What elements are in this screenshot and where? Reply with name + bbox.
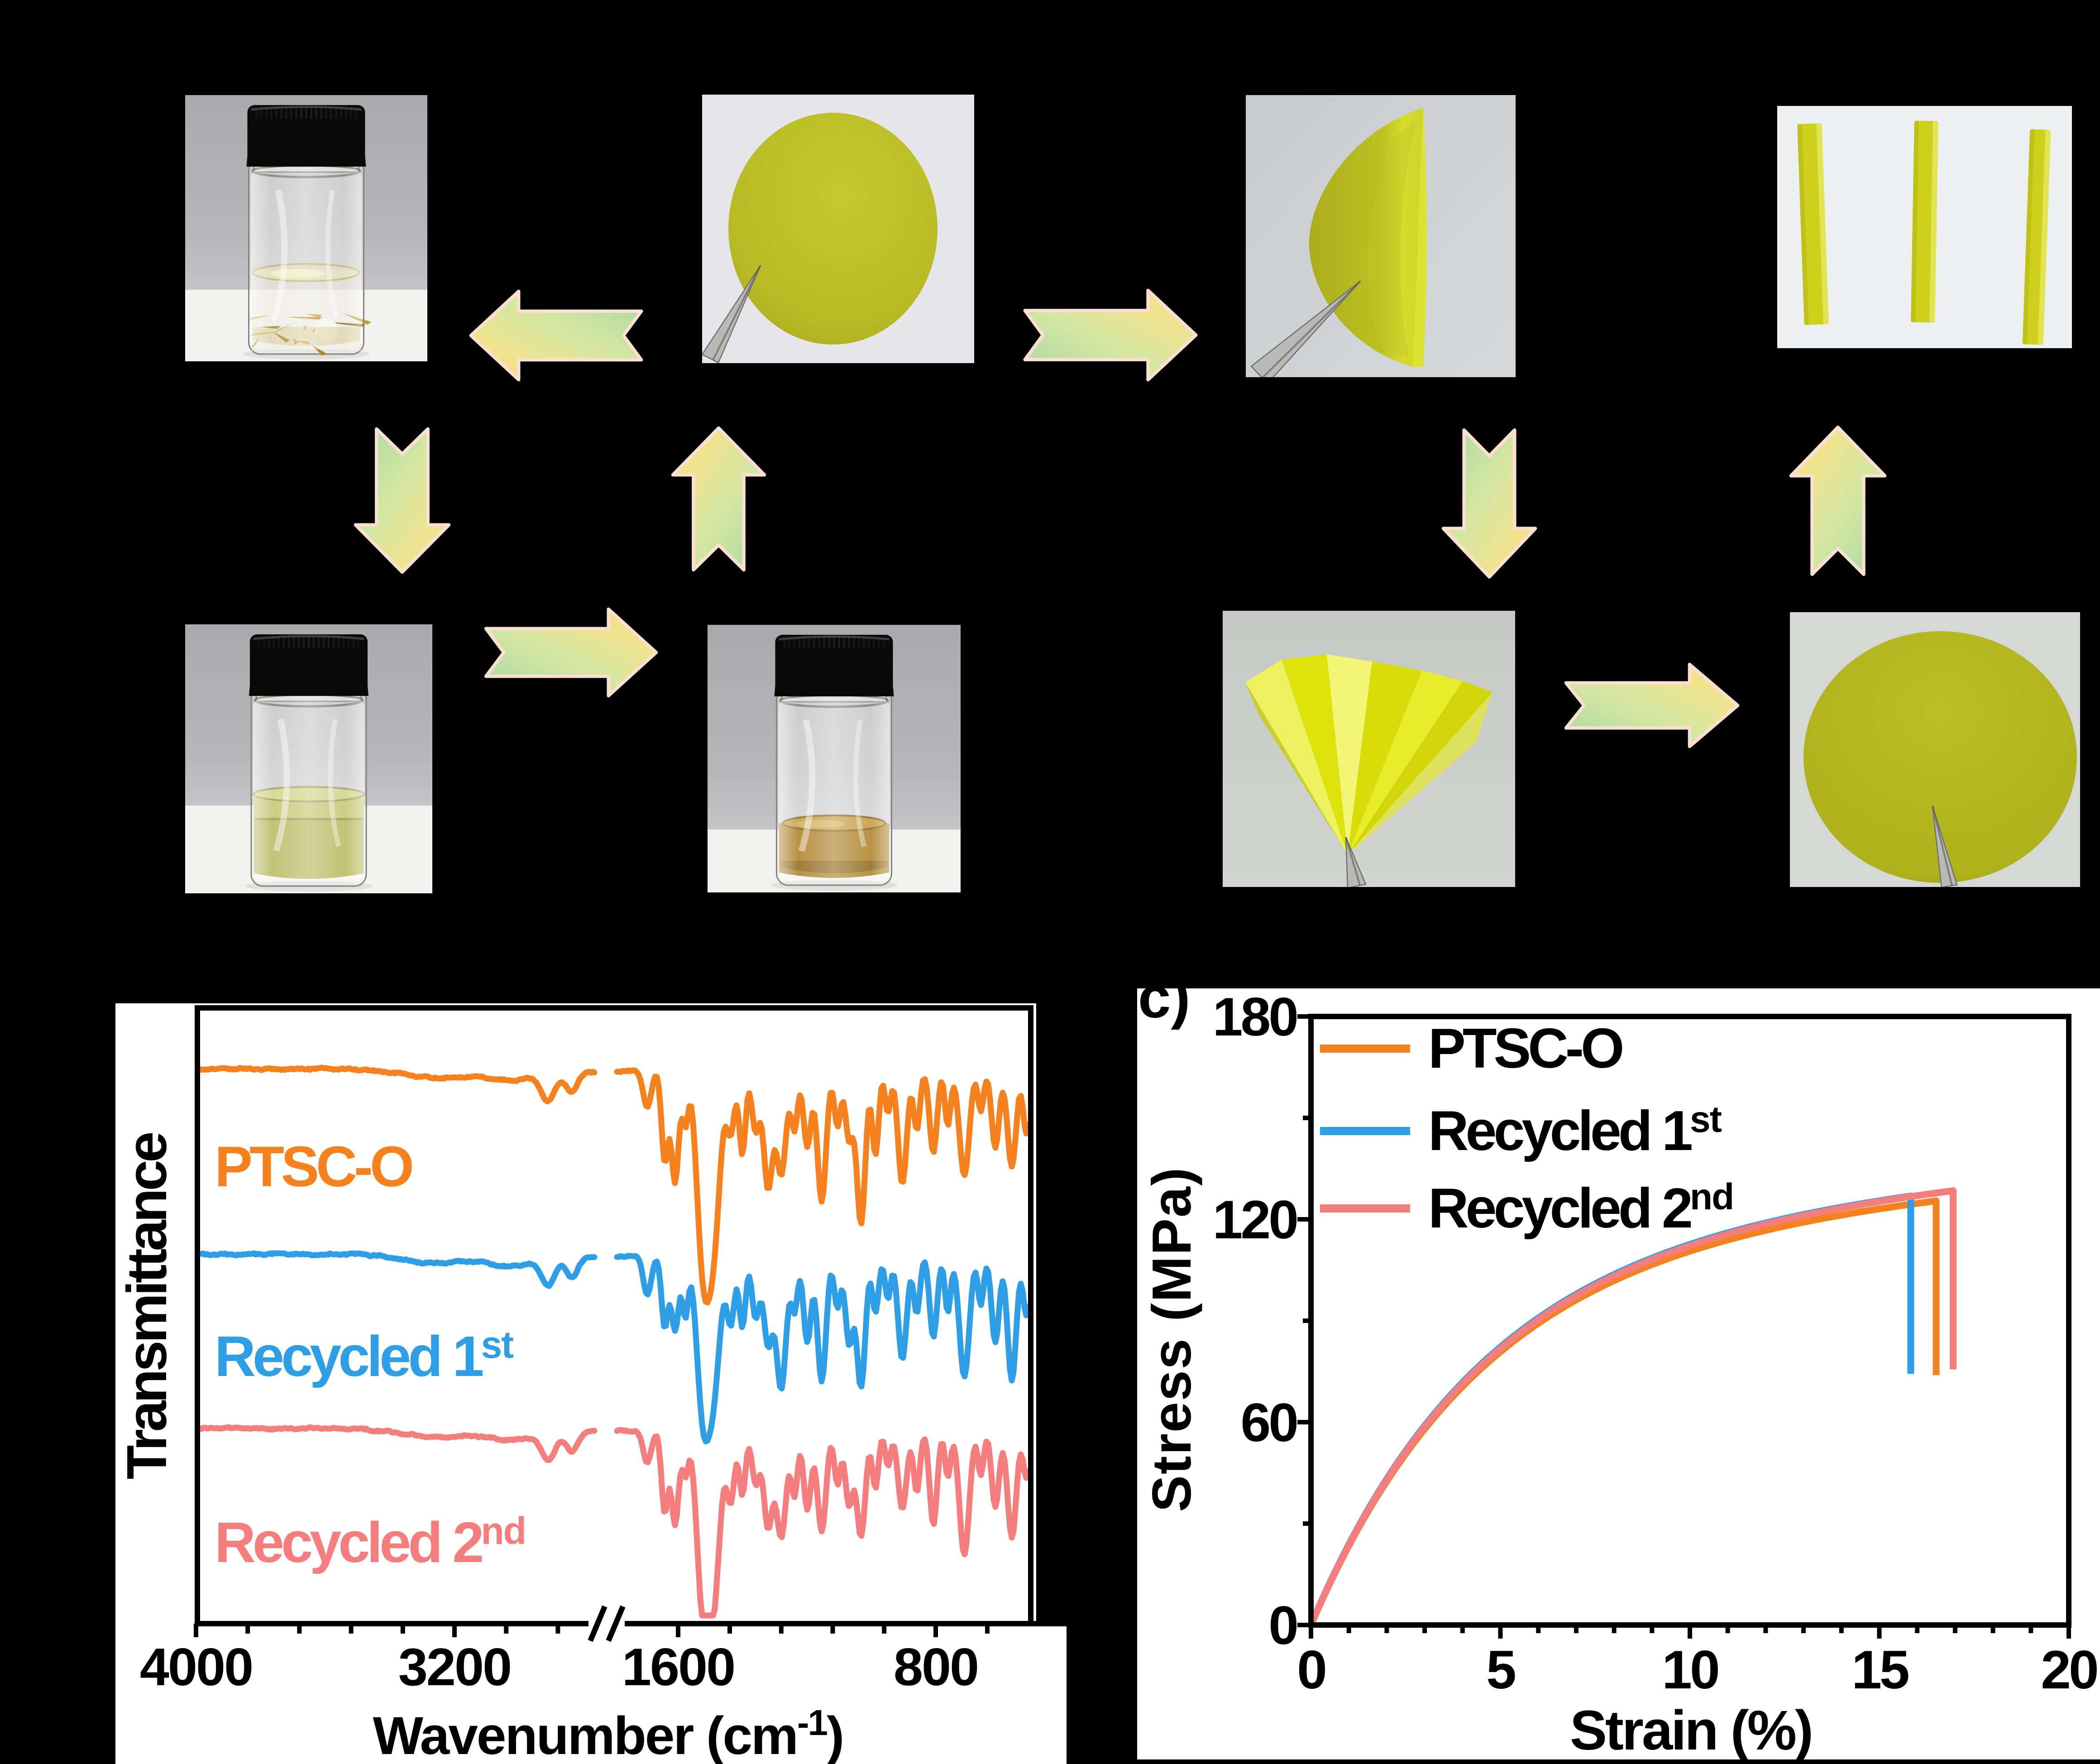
svg-text:60: 60 (1241, 1392, 1297, 1453)
svg-text:800: 800 (894, 1637, 978, 1697)
svg-text:Transmittance: Transmittance (116, 1133, 178, 1480)
svg-text:Strain (%): Strain (%) (1570, 1700, 1812, 1759)
svg-text:c): c) (1138, 988, 1191, 1030)
svg-text:120: 120 (1213, 1189, 1296, 1250)
svg-text:5: 5 (1486, 1639, 1515, 1700)
svg-text:3200: 3200 (398, 1637, 511, 1697)
svg-text:Recycled 1st: Recycled 1st (215, 1323, 513, 1388)
svg-text:Stress (MPa): Stress (MPa) (1141, 1166, 1202, 1512)
svg-text:15: 15 (1851, 1639, 1909, 1700)
svg-text:20: 20 (2041, 1639, 2097, 1700)
svg-text:PTSC-O: PTSC-O (1428, 1017, 1622, 1080)
svg-text:Recycled 2nd: Recycled 2nd (1428, 1176, 1733, 1240)
svg-text:10: 10 (1662, 1639, 1718, 1700)
svg-text:PTSC-O: PTSC-O (215, 1135, 412, 1198)
svg-text:180: 180 (1213, 988, 1296, 1047)
svg-text:Wavenumber (cm-1): Wavenumber (cm-1) (373, 1702, 843, 1764)
svg-text:Recycled 2nd: Recycled 2nd (215, 1510, 526, 1574)
svg-text:0: 0 (1268, 1595, 1296, 1656)
svg-text:4000: 4000 (140, 1637, 252, 1697)
svg-text:Recycled 1st: Recycled 1st (1428, 1099, 1722, 1162)
svg-text:0: 0 (1297, 1639, 1325, 1700)
svg-text:1600: 1600 (622, 1637, 734, 1697)
